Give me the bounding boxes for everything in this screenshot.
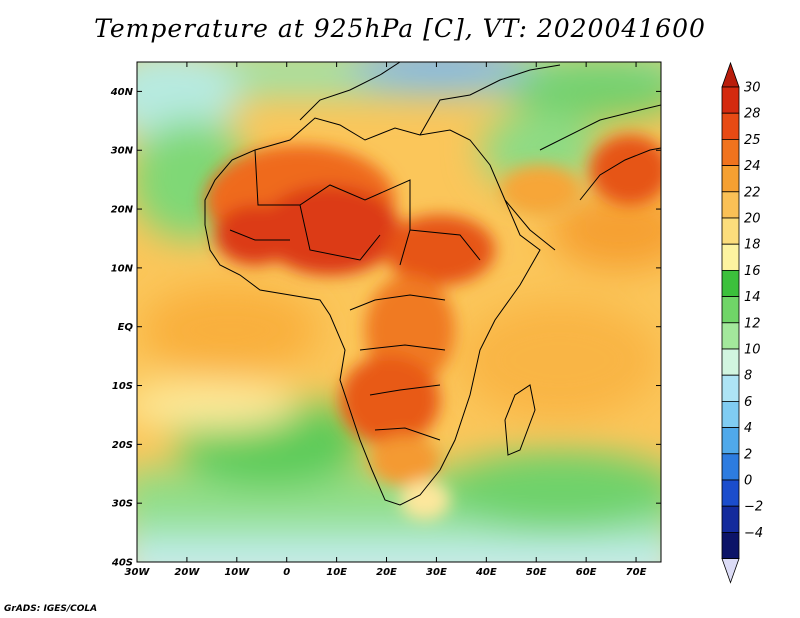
colorbar-swatch [721, 112, 740, 140]
lon-tick-label: 20W [174, 567, 200, 578]
lat-tick-label: 10N [111, 263, 134, 274]
colorbar-label: 24 [744, 159, 761, 174]
colorbar-swatch [721, 348, 740, 376]
colorbar-swatch [721, 269, 740, 297]
lon-tick-label: 70E [626, 567, 647, 578]
lon-tick-label: 10W [224, 567, 250, 578]
lat-tick-label: 30N [111, 146, 134, 157]
colorbar-swatch [721, 400, 740, 428]
colorbar-swatch [721, 296, 740, 324]
colorbar-swatch [721, 243, 740, 271]
colorbar-label: 4 [744, 421, 752, 436]
map-frame [136, 61, 662, 563]
colorbar-label: 30 [744, 81, 761, 96]
lon-tick-label: 40E [475, 567, 497, 578]
lat-tick-label: 30S [112, 499, 133, 510]
colorbar-top-arrow [721, 61, 740, 88]
colorbar-swatch [721, 86, 740, 114]
colorbar-swatch [721, 374, 740, 402]
colorbar-label: 25 [744, 133, 761, 148]
lat-tick-label: 40N [110, 87, 134, 98]
colorbar-swatch [721, 532, 740, 560]
lat-tick-label: 40S [111, 558, 133, 569]
lon-tick-label: 30E [426, 567, 447, 578]
lon-tick-label: 60E [576, 567, 597, 578]
colorbar-swatch [721, 165, 740, 193]
colorbar-label: 14 [744, 290, 761, 305]
colorbar-label: 2 [744, 447, 752, 462]
colorbar-swatch [721, 453, 740, 481]
lon-tick-label: 0 [283, 567, 290, 578]
colorbar-swatch [721, 322, 740, 350]
colorbar-label: 12 [744, 316, 761, 331]
colorbar-label: 20 [744, 212, 761, 227]
colorbar-label: 10 [744, 343, 761, 358]
lat-tick-label: 10S [112, 381, 133, 392]
colorbar-label: −2 [744, 500, 763, 515]
colorbar-label: 16 [744, 264, 761, 279]
lon-tick-label: 30W [125, 567, 151, 578]
colorbar-label: 18 [744, 238, 761, 253]
temperature-field [137, 62, 661, 562]
colorbar-swatch [721, 479, 740, 507]
colorbar-swatch [721, 505, 740, 533]
colorbar-label: 8 [744, 369, 752, 384]
colorbar-label: 28 [744, 107, 761, 122]
lat-tick-label: 20S [112, 440, 133, 451]
coastlines [204, 62, 661, 506]
colorbar-swatch [721, 427, 740, 455]
colorbar-label: 22 [744, 185, 761, 200]
lat-tick-label: 20N [111, 205, 134, 216]
colorbar-label: 6 [744, 395, 752, 410]
colorbar-swatch [721, 217, 740, 245]
lon-tick-label: 10E [326, 567, 347, 578]
colorbar-swatch [721, 138, 740, 166]
grads-credit: GrADS: IGES/COLA [4, 604, 98, 614]
colorbar-label: 0 [744, 474, 752, 489]
colorbar-swatch [721, 191, 740, 219]
colorbar-bottom-arrow [721, 558, 740, 584]
lat-tick-label: EQ [118, 322, 134, 333]
lon-tick-label: 50E [526, 567, 547, 578]
colorbar-label: −4 [744, 526, 763, 541]
lon-tick-label: 20E [376, 567, 397, 578]
map-title: Temperature at 925hPa [C], VT: 202004160… [94, 14, 706, 43]
